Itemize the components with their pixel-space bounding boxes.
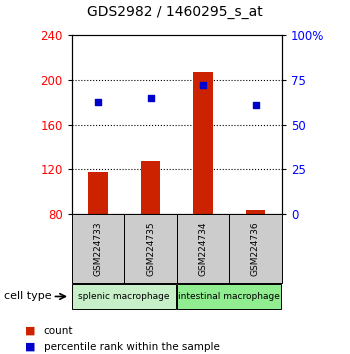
Text: GSM224733: GSM224733	[93, 221, 103, 276]
Text: ■: ■	[25, 342, 35, 352]
Point	[253, 102, 258, 108]
Text: splenic macrophage: splenic macrophage	[78, 292, 170, 301]
Bar	[246, 210, 266, 214]
Text: GSM224734: GSM224734	[198, 222, 208, 276]
Text: GDS2982 / 1460295_s_at: GDS2982 / 1460295_s_at	[87, 5, 263, 19]
Point	[148, 95, 153, 101]
Text: intestinal macrophage: intestinal macrophage	[178, 292, 280, 301]
Text: percentile rank within the sample: percentile rank within the sample	[44, 342, 220, 352]
Bar	[88, 172, 108, 214]
Text: count: count	[44, 326, 73, 336]
Point	[95, 99, 101, 104]
Text: ■: ■	[25, 326, 35, 336]
Point	[200, 82, 206, 88]
Bar	[141, 160, 160, 214]
Text: GSM224735: GSM224735	[146, 221, 155, 276]
Bar	[193, 72, 213, 214]
Text: GSM224736: GSM224736	[251, 221, 260, 276]
Text: cell type: cell type	[4, 291, 51, 302]
